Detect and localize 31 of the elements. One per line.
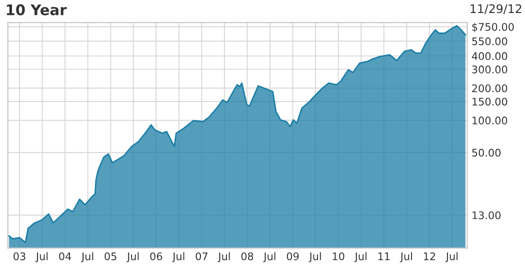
x-tick-label: Jul: [445, 252, 458, 262]
x-tick-label: 10: [332, 252, 344, 260]
x-tick-label: Jul: [263, 252, 276, 262]
text: 11/29/12: [470, 4, 522, 14]
y-tick-label: 550.00: [472, 37, 508, 46]
x-tick-label: 06: [150, 252, 162, 260]
x-tick-label: Jul: [400, 252, 412, 262]
chart-title: 10 Year: [6, 4, 67, 16]
x-tick-label: 05: [104, 252, 116, 260]
y-tick-label: $750.00: [472, 22, 514, 32]
x-tick-label: Jul: [35, 252, 48, 262]
y-tick-label: 400.00: [472, 52, 508, 60]
x-tick-label: 09: [286, 252, 299, 260]
y-tick-label: 300.00: [472, 66, 508, 74]
x-tick-label: 07: [196, 252, 208, 260]
y-tick-label: 50.00: [472, 148, 501, 157]
x-tick-label: 04: [59, 252, 72, 260]
y-tick-label: 13.00: [472, 211, 501, 220]
x-tick-label: 03: [14, 252, 26, 260]
x-tick-label: Jul: [308, 252, 321, 262]
x-tick-label: Jul: [126, 252, 139, 262]
y-tick-label: 200.00: [472, 84, 508, 92]
x-tick-label: 12: [424, 252, 436, 260]
y-tick-label: 150.00: [472, 98, 508, 106]
y-tick-label: 100.00: [472, 116, 508, 124]
x-tick-label: 11: [378, 252, 390, 260]
x-tick-label: Jul: [172, 252, 184, 262]
x-tick-label: Jul: [218, 252, 230, 262]
x-tick-label: Jul: [80, 252, 94, 262]
x-tick-label: 08: [241, 252, 254, 260]
x-tick-label: Jul: [354, 252, 366, 262]
